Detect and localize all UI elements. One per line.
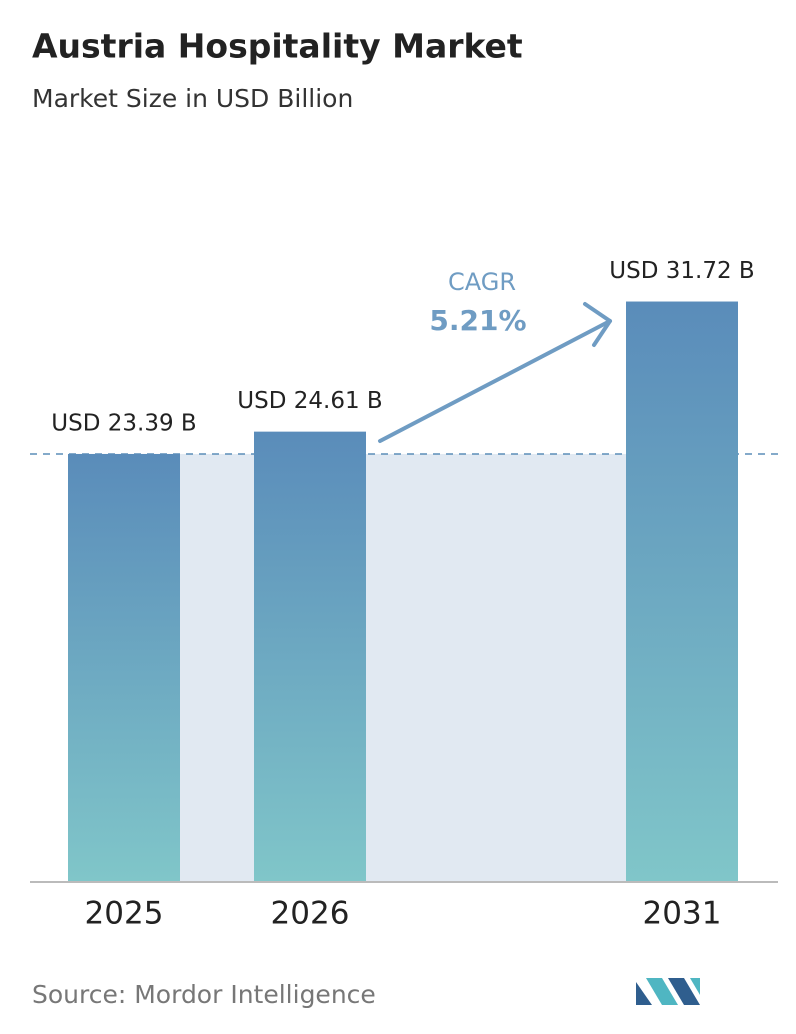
chart-title: Austria Hospitality Market xyxy=(32,27,523,66)
chart-subtitle: Market Size in USD Billion xyxy=(32,84,353,113)
value-label: USD 24.61 B xyxy=(237,388,382,414)
cagr-label: CAGR xyxy=(448,268,516,296)
bar xyxy=(626,301,738,882)
value-label: USD 31.72 B xyxy=(609,258,754,284)
reference-band xyxy=(180,453,626,882)
bar xyxy=(254,431,366,882)
source: Source: Mordor Intelligence xyxy=(32,980,376,1009)
x-tick-label: 2026 xyxy=(271,896,350,932)
cagr-arrow xyxy=(378,302,612,443)
logo xyxy=(636,978,700,1005)
x-tick-label: 2025 xyxy=(85,896,164,932)
x-tick-label: 2031 xyxy=(643,896,722,932)
bar xyxy=(68,453,180,882)
value-label: USD 23.39 B xyxy=(51,410,196,436)
cagr-value: 5.21% xyxy=(429,304,526,337)
plot: USD 23.39 B 2025 USD 24.61 B 2026 USD 31.72 … xyxy=(30,258,780,932)
